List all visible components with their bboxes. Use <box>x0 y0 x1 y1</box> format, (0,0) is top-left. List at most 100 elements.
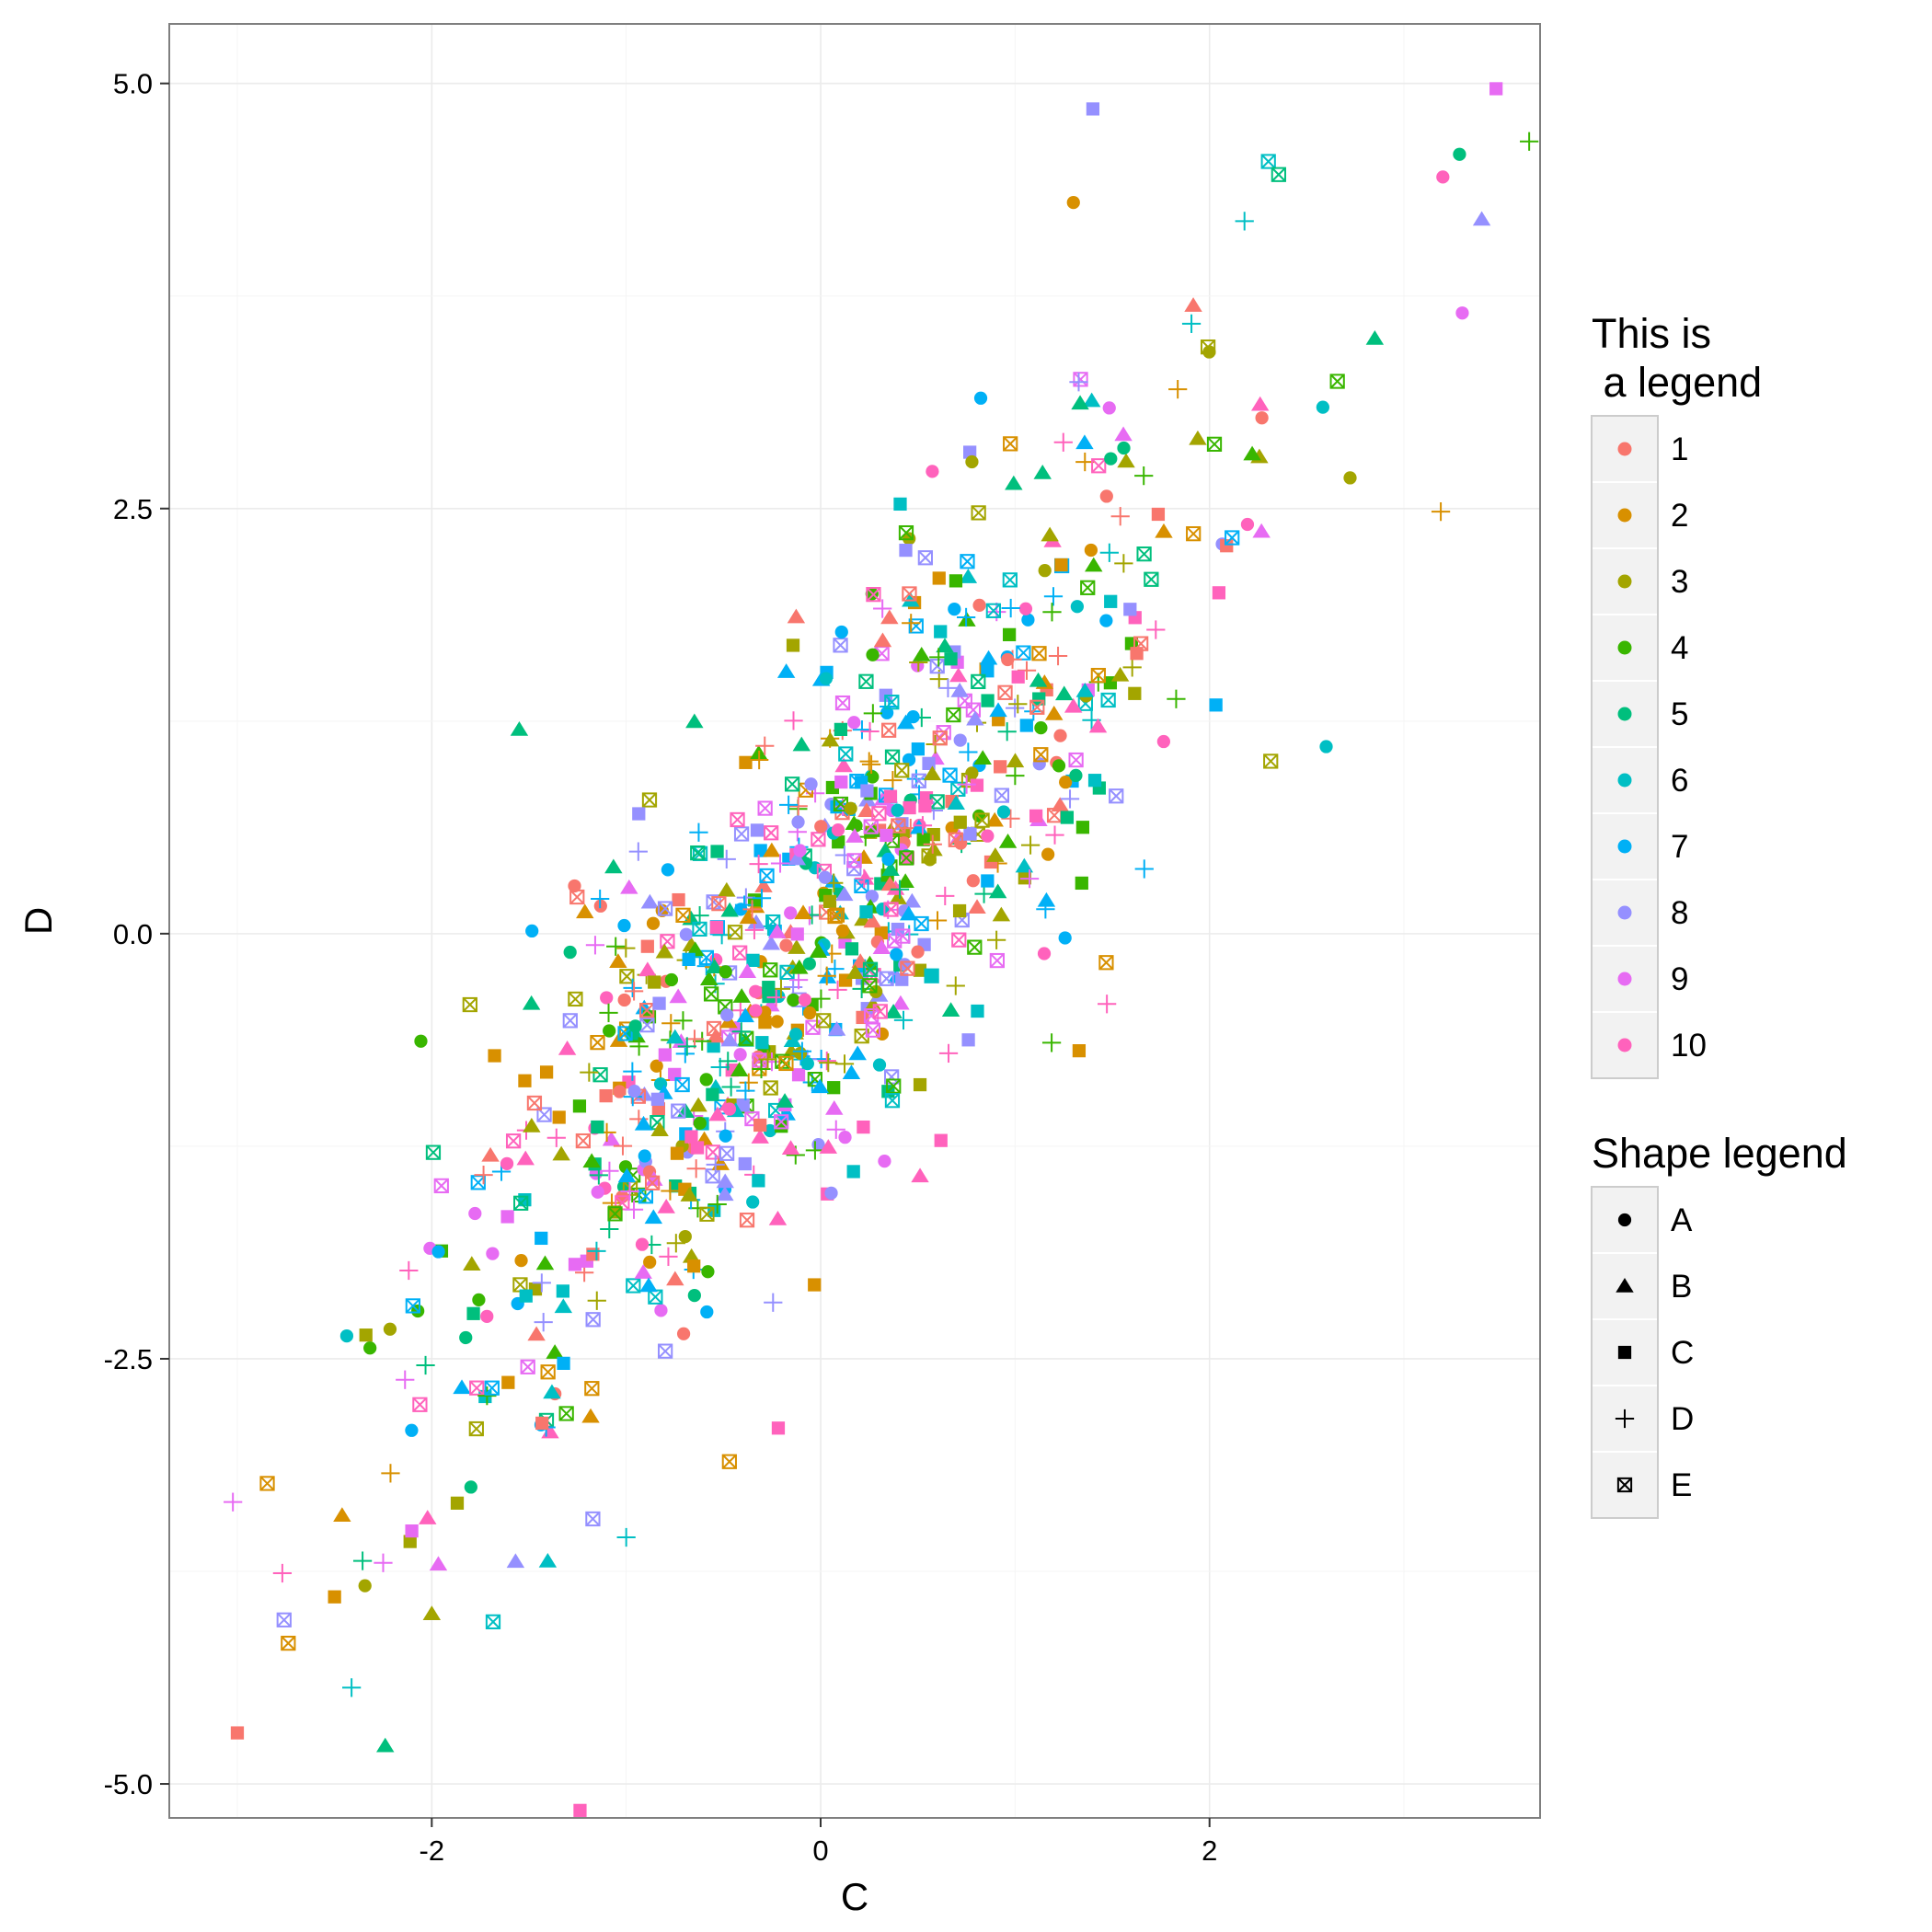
point-boxed-x <box>960 554 975 569</box>
point-triangle <box>979 650 998 665</box>
point-plus <box>792 1041 812 1061</box>
point-boxed-x <box>641 792 658 808</box>
point-plus <box>744 920 765 940</box>
point-circle <box>431 1245 445 1259</box>
point-circle <box>591 1185 604 1199</box>
point-square <box>771 1421 786 1435</box>
point-boxed-x <box>872 1004 888 1019</box>
point-triangle <box>1075 683 1095 697</box>
point-plus <box>613 1136 633 1156</box>
point-plus <box>374 1553 393 1572</box>
point-plus <box>546 1128 566 1147</box>
point-square <box>845 942 859 956</box>
point-circle <box>464 1480 477 1494</box>
point-triangle <box>543 1384 561 1399</box>
point-triangle <box>923 765 942 781</box>
point-boxed-x <box>721 1454 737 1469</box>
point-triangle <box>634 1115 653 1131</box>
point-circle <box>1202 345 1216 359</box>
point-triangle <box>736 1007 754 1023</box>
shape-legend-label: E <box>1671 1467 1692 1503</box>
point-circle <box>923 853 937 867</box>
point-boxed-x <box>994 788 1010 803</box>
point-square <box>860 784 874 798</box>
point-boxed-x <box>1329 374 1345 389</box>
point-boxed-x <box>1003 436 1018 452</box>
point-plus <box>1020 835 1041 855</box>
shape-legend-label: C <box>1671 1335 1694 1371</box>
point-boxed-x <box>1100 692 1116 708</box>
point-square <box>1060 811 1075 824</box>
point-plus <box>1042 603 1062 622</box>
grid-lines <box>169 24 1540 1818</box>
point-plus <box>693 1031 712 1051</box>
shape-legend-item: C <box>1591 1318 1694 1386</box>
point-triangle <box>576 903 594 919</box>
legend-color-swatch <box>1617 442 1632 456</box>
point-triangle <box>751 1129 769 1144</box>
y-tick-label: 5.0 <box>113 68 153 100</box>
point-triangle <box>558 1041 577 1055</box>
point-square <box>791 1068 806 1082</box>
point-square <box>1011 670 1025 684</box>
point-triangle <box>891 995 910 1010</box>
x-axis: -2 0 2 <box>420 1818 1217 1867</box>
point-plus <box>707 1194 727 1214</box>
point-circle <box>722 1102 737 1116</box>
point-triangle <box>554 1298 573 1314</box>
point-plus <box>946 976 965 995</box>
point-plus <box>624 982 644 1001</box>
point-boxed-x <box>880 722 897 738</box>
point-boxed-x <box>281 1635 296 1651</box>
point-plus <box>861 754 881 774</box>
y-axis: -5.0 -2.5 0.0 2.5 5.0 <box>104 68 169 1800</box>
point-circle <box>603 1024 616 1038</box>
point-boxed-x <box>871 806 887 822</box>
point-circle <box>1070 600 1085 614</box>
point-triangle <box>1064 697 1083 713</box>
point-triangle <box>720 902 739 917</box>
point-boxed-x <box>1186 526 1202 542</box>
point-boxed-x <box>1016 645 1031 661</box>
point-circle <box>1034 721 1048 735</box>
point-plus <box>600 1219 619 1239</box>
point-triangle <box>522 995 541 1010</box>
point-boxed-x <box>703 986 719 1002</box>
point-triangle <box>1037 891 1056 907</box>
point-boxed-x <box>719 1145 735 1161</box>
point-triangle <box>718 881 736 897</box>
point-boxed-x <box>884 1093 901 1109</box>
point-boxed-x <box>469 1380 485 1396</box>
point-triangle <box>998 834 1018 848</box>
point-triangle <box>762 935 781 950</box>
point-plus <box>1431 501 1451 522</box>
point-triangle <box>776 663 796 678</box>
point-triangle <box>582 1153 601 1168</box>
point-square <box>690 1141 705 1155</box>
point-triangle <box>781 1140 800 1155</box>
point-boxed-x <box>513 1195 529 1211</box>
point-boxed-x <box>526 1095 543 1111</box>
point-triangle <box>666 1271 684 1286</box>
point-plus <box>1008 695 1028 714</box>
point-triangle <box>827 1021 846 1036</box>
point-triangle <box>788 850 807 866</box>
point-triangle <box>880 876 900 891</box>
point-triangle <box>527 1326 546 1341</box>
point-plus <box>779 795 799 814</box>
legend-color-swatch <box>1617 640 1632 655</box>
point-boxed-x <box>1073 372 1088 387</box>
point-square <box>687 1259 701 1273</box>
point-circle <box>881 852 895 867</box>
point-plus <box>591 889 610 909</box>
point-plus <box>997 722 1017 742</box>
point-triangle <box>819 1139 838 1154</box>
point-boxed-x <box>626 1278 641 1294</box>
shape-legend-label: A <box>1671 1202 1693 1238</box>
point-circle <box>600 991 614 1005</box>
point-triangle <box>609 953 627 968</box>
point-circle <box>486 1247 500 1260</box>
point-boxed-x <box>711 896 727 912</box>
point-plus <box>855 868 874 889</box>
point-boxed-x <box>617 1026 633 1041</box>
